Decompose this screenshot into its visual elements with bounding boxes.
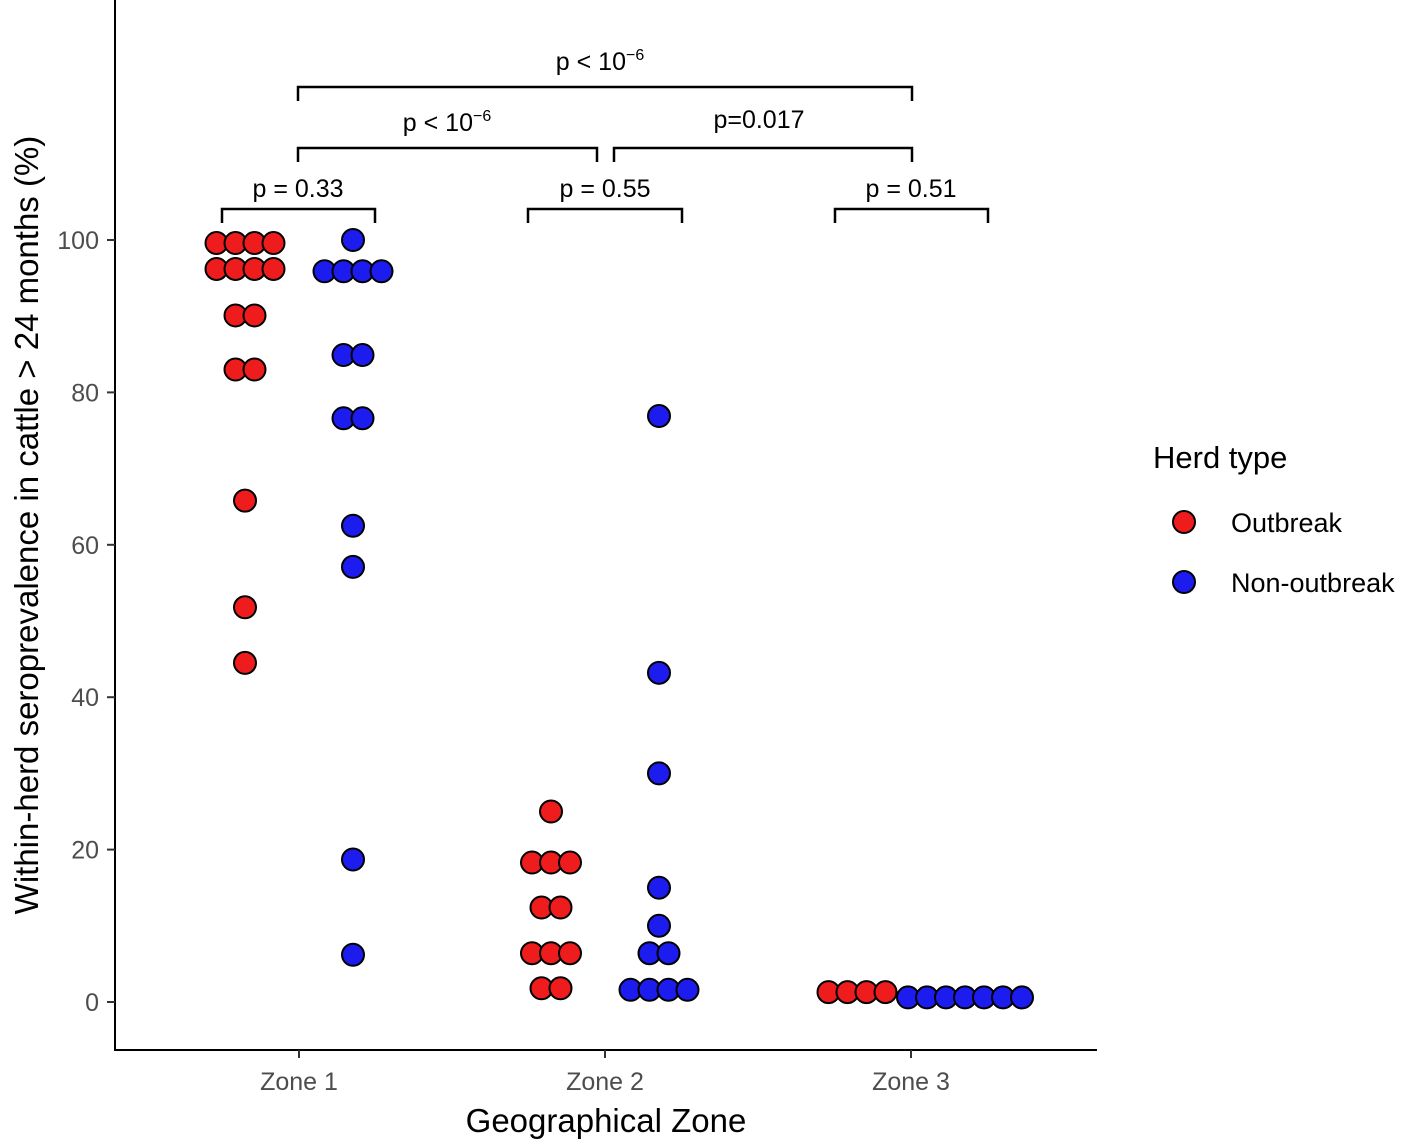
x-axis-title: Geographical Zone — [466, 1102, 747, 1139]
legend: Herd type Outbreak Non-outbreak — [1153, 440, 1395, 598]
y-tick-label: 40 — [71, 684, 99, 712]
bracket-line — [612, 146, 914, 162]
x-tick-label: Zone 1 — [260, 1068, 338, 1096]
y-tick-label: 60 — [71, 532, 99, 560]
data-point-outbreak — [233, 650, 257, 675]
data-point-non-outbreak — [647, 875, 671, 900]
data-point-outbreak — [558, 850, 582, 875]
data-point-non-outbreak — [647, 913, 671, 938]
data-point-outbreak — [233, 595, 257, 620]
bracket-line — [833, 207, 990, 223]
legend-title: Herd type — [1153, 440, 1287, 475]
data-point-non-outbreak — [341, 228, 365, 252]
data-point-non-outbreak — [656, 941, 681, 966]
data-point-non-outbreak — [350, 343, 375, 368]
data-point-non-outbreak — [341, 554, 365, 579]
x-tick-label: Zone 2 — [566, 1068, 644, 1096]
data-point-non-outbreak — [369, 259, 394, 284]
legend-label-non-outbreak: Non-outbreak — [1231, 568, 1395, 598]
legend-swatch-outbreak — [1172, 510, 1196, 534]
data-point-non-outbreak — [647, 761, 671, 786]
data-point-outbreak — [242, 357, 267, 382]
bracket-label: p < 10−6 — [556, 47, 645, 76]
bracket-line — [220, 207, 377, 223]
y-tick-label: 80 — [71, 379, 99, 407]
data-point-outbreak — [261, 231, 286, 256]
data-point-outbreak — [539, 799, 563, 824]
x-tick-label: Zone 3 — [872, 1068, 950, 1096]
data-point-non-outbreak — [341, 942, 365, 967]
data-point-outbreak — [242, 303, 267, 328]
bracket-line — [296, 85, 914, 101]
significance-brackets: p = 0.33 p = 0.55 p = 0.51 p < 10−6 p=0.017 p… — [220, 47, 990, 223]
y-tick-label: 100 — [57, 227, 99, 255]
data-point-non-outbreak — [350, 406, 375, 431]
bracket-line — [526, 207, 684, 223]
axes — [114, 0, 1097, 1051]
data-points — [204, 228, 1034, 1010]
bracket-label: p < 10−6 — [403, 108, 492, 137]
data-point-outbreak — [873, 980, 898, 1005]
data-point-non-outbreak — [341, 847, 365, 872]
data-point-non-outbreak — [341, 513, 365, 538]
bracket-label: p = 0.55 — [559, 175, 650, 203]
y-axis-title: Within-herd seroprevalence in cattle > 2… — [8, 136, 45, 915]
data-point-non-outbreak — [647, 660, 671, 685]
y-ticks: 0 20 40 60 80 100 — [57, 227, 115, 1017]
data-point-non-outbreak — [1010, 985, 1034, 1010]
data-point-outbreak — [548, 976, 573, 1001]
data-point-outbreak — [233, 488, 257, 513]
bracket-label: p=0.017 — [713, 106, 804, 134]
y-tick-label: 20 — [71, 837, 99, 865]
legend-label-outbreak: Outbreak — [1231, 508, 1343, 538]
data-point-non-outbreak — [647, 404, 671, 429]
y-tick-label: 0 — [85, 989, 99, 1017]
data-point-outbreak — [261, 256, 286, 281]
legend-swatch-non-outbreak — [1172, 570, 1196, 594]
bracket-label: p = 0.33 — [252, 175, 343, 203]
data-point-non-outbreak — [675, 977, 700, 1002]
data-point-outbreak — [558, 941, 582, 966]
x-ticks: Zone 1 Zone 2 Zone 3 — [260, 1050, 950, 1096]
data-point-outbreak — [548, 895, 573, 920]
bracket-line — [296, 146, 599, 162]
bracket-label: p = 0.51 — [865, 175, 956, 203]
